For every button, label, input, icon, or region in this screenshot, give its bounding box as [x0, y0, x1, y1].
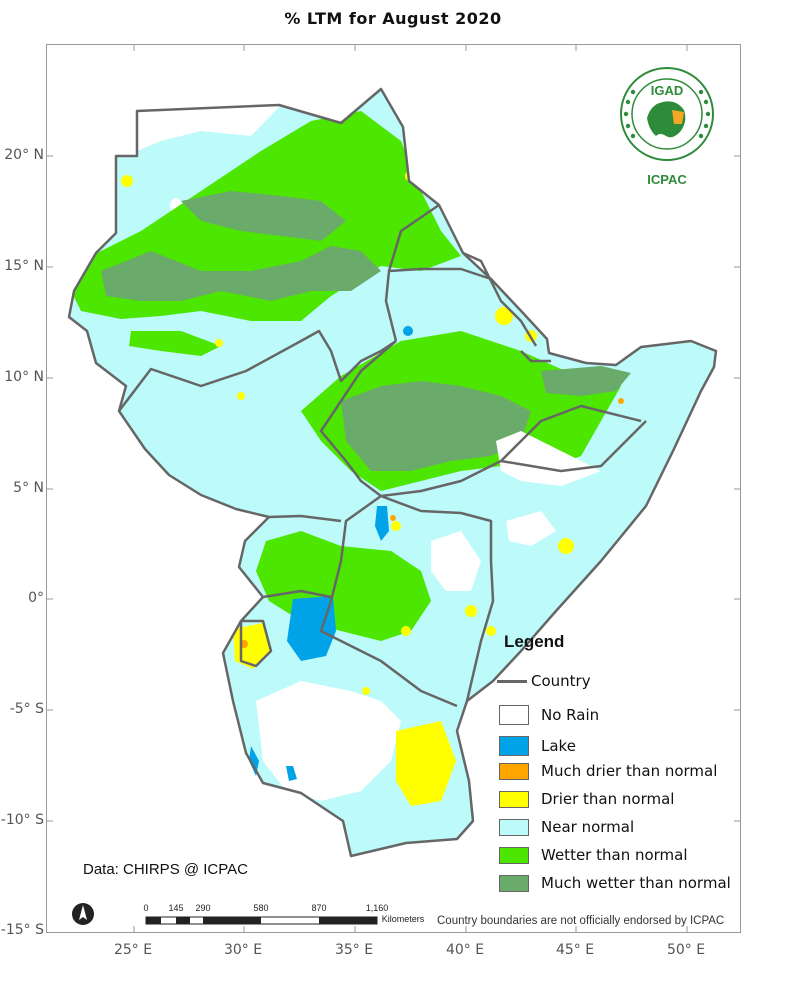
map-canvas — [47, 45, 740, 932]
igad-icpac-logo: IGAD ICPAC — [614, 66, 720, 190]
scale-label-580: 580 — [253, 903, 269, 913]
lake-swatch — [499, 736, 529, 756]
lon-label-35e: 35° E — [334, 942, 374, 958]
much-wetter-swatch — [499, 874, 529, 892]
scale-label-290: 290 — [195, 903, 211, 913]
lon-label-45e: 45° E — [555, 942, 595, 958]
much-drier-swatch — [499, 762, 529, 780]
lat-label-10n: 10° N — [4, 369, 44, 385]
legend-item-much-wetter: Much wetter than normal — [499, 874, 731, 892]
lon-label-25e: 25° E — [113, 942, 153, 958]
lat-label-10s: -10° S — [0, 812, 44, 828]
legend-item-near-normal: Near normal — [499, 818, 634, 836]
scale-label-870: 870 — [311, 903, 327, 913]
lakes — [249, 326, 413, 781]
scale-bar: 0 145 290 580 870 1,160 Kilometers — [143, 903, 435, 927]
lon-label-40e: 40° E — [445, 942, 485, 958]
scale-label-1160: 1,160 — [365, 903, 389, 913]
lat-label-15s: -15° S — [0, 922, 44, 938]
no-rain-swatch — [499, 705, 529, 725]
scale-label-0: 0 — [143, 903, 149, 913]
wetter-swatch — [499, 846, 529, 864]
data-credit: Data: CHIRPS @ ICPAC — [83, 861, 248, 878]
lat-label-20n: 20° N — [4, 147, 44, 163]
lon-label-50e: 50° E — [666, 942, 706, 958]
boundary-disclaimer: Country boundaries are not officially en… — [437, 915, 725, 927]
north-arrow-icon — [72, 903, 94, 925]
legend-item-wetter: Wetter than normal — [499, 846, 688, 864]
legend-title: Legend — [504, 632, 565, 651]
scale-unit: Kilometers — [381, 914, 425, 924]
graticule-ticks — [47, 45, 740, 932]
map-legend: Legend — [497, 632, 737, 662]
near-normal-swatch — [499, 818, 529, 836]
lat-label-5s: -5° S — [9, 701, 44, 717]
legend-item-country: Country — [497, 672, 591, 690]
country-boundaries — [67, 87, 718, 858]
svg-text:IGAD: IGAD — [651, 83, 684, 98]
scale-bar-graphic — [145, 916, 378, 925]
drier-swatch — [499, 790, 529, 808]
scale-label-145: 145 — [168, 903, 184, 913]
icpac-logo-label: ICPAC — [647, 172, 687, 187]
map-title: % LTM for August 2020 — [284, 9, 502, 28]
legend-item-drier: Drier than normal — [499, 790, 674, 808]
legend-item-much-drier: Much drier than normal — [499, 762, 717, 780]
map-frame — [46, 44, 741, 933]
legend-item-no-rain: No Rain — [499, 705, 599, 725]
lat-label-15n: 15° N — [4, 258, 44, 274]
country-line-swatch — [497, 679, 527, 683]
lat-label-5n: 5° N — [13, 480, 44, 496]
lon-label-30e: 30° E — [223, 942, 263, 958]
legend-item-lake: Lake — [499, 736, 576, 756]
lat-label-0: 0° — [28, 590, 44, 606]
